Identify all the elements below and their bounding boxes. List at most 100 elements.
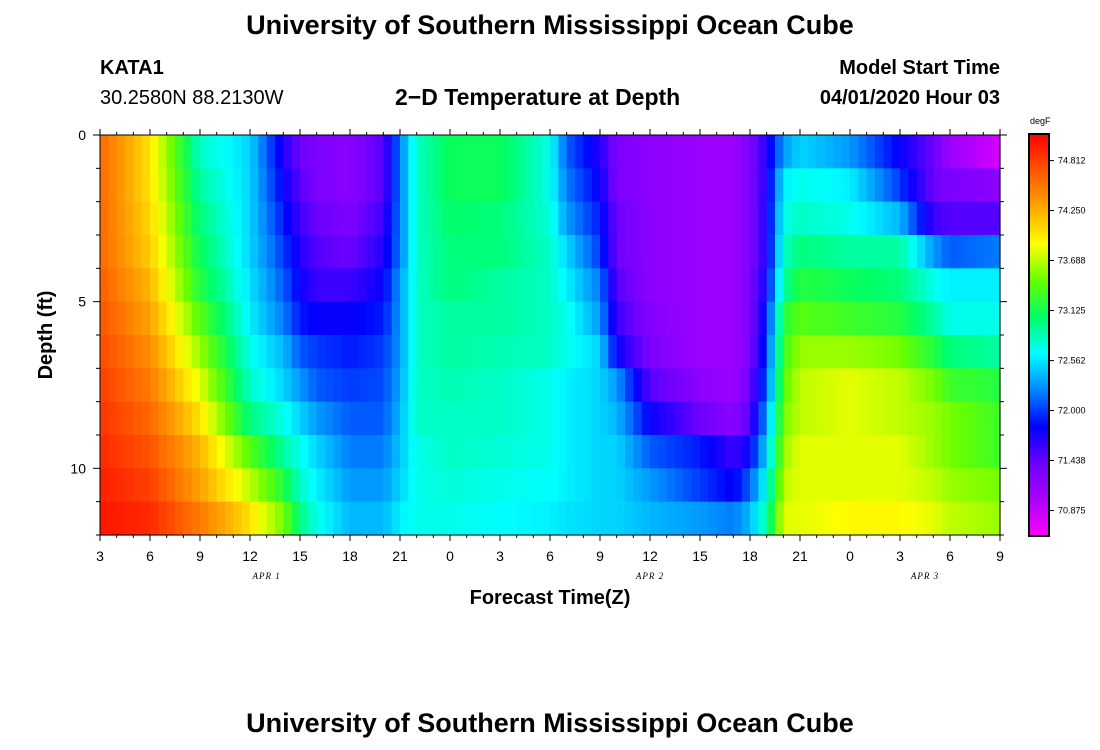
heatmap-cell — [300, 435, 309, 469]
heatmap-cell — [241, 468, 251, 503]
heatmap-cell — [608, 368, 618, 403]
heatmap-cell — [383, 268, 393, 303]
heatmap-cell — [800, 468, 809, 503]
x-tick-label: 18 — [742, 548, 758, 564]
heatmap-cell — [300, 368, 309, 403]
heatmap-cell — [558, 368, 568, 403]
heatmap-cell — [525, 501, 534, 536]
heatmap-cell — [200, 401, 209, 436]
heatmap-cell — [250, 401, 259, 436]
heatmap-cell — [691, 401, 701, 436]
heatmap-cell — [108, 501, 118, 536]
heatmap-cell — [816, 368, 826, 403]
heatmap-cell — [750, 368, 759, 403]
heatmap-cell — [183, 235, 193, 269]
heatmap-cell — [575, 235, 584, 269]
heatmap-cell — [933, 268, 943, 303]
heatmap-cell — [250, 135, 259, 169]
heatmap-cell — [808, 401, 818, 436]
heatmap-cell — [850, 168, 859, 203]
heatmap-cell — [116, 368, 126, 403]
heatmap-cell — [308, 235, 318, 269]
heatmap-cell — [975, 468, 984, 503]
x-tick-label: 0 — [446, 548, 454, 564]
heatmap-cell — [858, 468, 868, 503]
heatmap-cell — [391, 501, 401, 536]
heatmap-cell — [166, 168, 176, 203]
heatmap-cell — [475, 435, 484, 469]
heatmap-cell — [991, 168, 1001, 203]
heatmap-cell — [108, 201, 118, 236]
heatmap-cell — [216, 501, 226, 536]
heatmap-cell — [308, 501, 318, 536]
heatmap-cell — [541, 335, 551, 369]
heatmap-cell — [433, 368, 443, 403]
heatmap-cell — [183, 335, 193, 369]
heatmap-cell — [375, 335, 384, 369]
heatmap-cell — [316, 368, 326, 403]
heatmap-cell — [675, 135, 684, 169]
heatmap-cell — [758, 501, 768, 536]
heatmap-cell — [991, 301, 1001, 336]
heatmap-cell — [266, 401, 276, 436]
heatmap-cell — [483, 335, 493, 369]
heatmap-cell — [683, 268, 693, 303]
heatmap-cell — [916, 368, 926, 403]
heatmap-cell — [683, 201, 693, 236]
x-tick-label: 9 — [196, 548, 204, 564]
heatmap-cell — [908, 401, 918, 436]
heatmap-cell — [175, 301, 184, 336]
heatmap-cell — [783, 301, 793, 336]
heatmap-cell — [908, 201, 918, 236]
heatmap-cell — [250, 435, 259, 469]
heatmap-cell — [625, 301, 634, 336]
heatmap-cell — [958, 335, 968, 369]
heatmap-cell — [375, 468, 384, 503]
heatmap-cell — [975, 368, 984, 403]
heatmap-cell — [308, 368, 318, 403]
heatmap-cell — [925, 468, 934, 503]
heatmap-cell — [916, 301, 926, 336]
heatmap-cell — [900, 335, 909, 369]
heatmap-cell — [783, 235, 793, 269]
heatmap-cell — [241, 301, 251, 336]
heatmap-cell — [708, 401, 718, 436]
heatmap-cell — [883, 435, 893, 469]
heatmap-cell — [241, 401, 251, 436]
heatmap-cell — [800, 168, 809, 203]
heatmap-cell — [766, 201, 776, 236]
heatmap-cell — [800, 401, 809, 436]
heatmap-cell — [733, 301, 743, 336]
heatmap-cell — [541, 501, 551, 536]
heatmap-cell — [208, 401, 218, 436]
heatmap-cell — [675, 468, 684, 503]
heatmap-cell — [758, 201, 768, 236]
heatmap-cell — [300, 335, 309, 369]
heatmap-cell — [833, 435, 843, 469]
heatmap-cell — [925, 501, 934, 536]
heatmap-cell — [191, 401, 201, 436]
heatmap-cell — [841, 268, 851, 303]
heatmap-cell — [275, 135, 284, 169]
heatmap-cell — [891, 301, 901, 336]
heatmap-cell — [466, 168, 476, 203]
heatmap-cell — [983, 335, 993, 369]
heatmap-cell — [608, 335, 618, 369]
heatmap-cell — [891, 368, 901, 403]
heatmap-cell — [150, 368, 159, 403]
heatmap-cell — [166, 468, 176, 503]
heatmap-cell — [325, 435, 334, 469]
station-coordinates: 30.2580N 88.2130W — [100, 87, 284, 109]
heatmap-cell — [350, 401, 359, 436]
heatmap-cell — [416, 235, 426, 269]
heatmap-cell — [208, 235, 218, 269]
heatmap-cell — [841, 468, 851, 503]
heatmap-cell — [941, 201, 951, 236]
heatmap-cell — [558, 435, 568, 469]
heatmap-cell — [325, 401, 334, 436]
heatmap-cell — [775, 201, 784, 236]
heatmap — [100, 135, 1001, 536]
heatmap-cell — [625, 468, 634, 503]
heatmap-cell — [858, 168, 868, 203]
heatmap-cell — [366, 501, 376, 536]
